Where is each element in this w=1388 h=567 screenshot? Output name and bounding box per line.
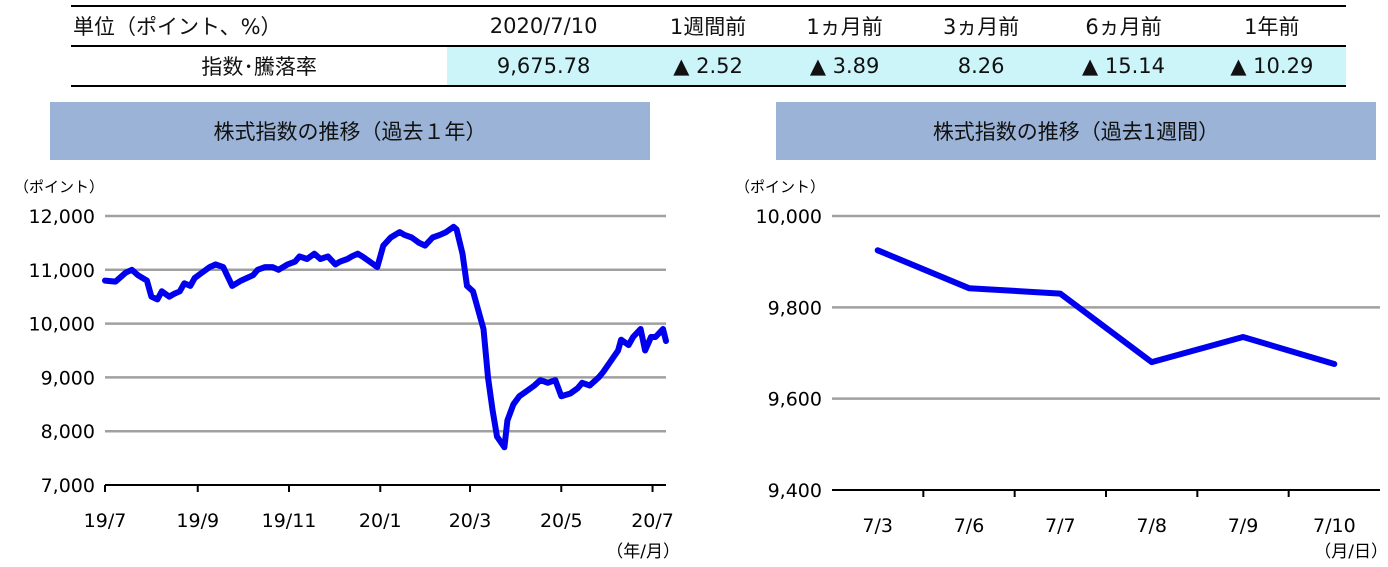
index-value: 9,675.78 (447, 46, 640, 87)
date-header: 2020/7/10 (447, 5, 640, 47)
unit-header: 単位（ポイント、%） (71, 5, 448, 47)
x-tick-label: 20/5 (540, 510, 583, 532)
six-month-change: ▲ 15.14 (1049, 46, 1198, 87)
y-tick-label: 9,600 (768, 389, 822, 411)
x-unit-label: （年/月） (606, 542, 680, 562)
week-header: 1週間前 (639, 5, 777, 47)
x-tick-label: 7/10 (1313, 515, 1356, 537)
x-tick-label: 7/8 (1136, 515, 1167, 537)
week-change: ▲ 2.52 (639, 46, 777, 87)
month-change: ▲ 3.89 (776, 46, 913, 87)
y-tick-label: 11,000 (29, 260, 95, 282)
y-tick-label: 10,000 (756, 206, 822, 228)
series-line (102, 223, 669, 451)
three-month-header: 3ヵ月前 (912, 5, 1050, 47)
x-tick-label: 19/7 (84, 510, 127, 532)
x-unit-label: （月/日） (1314, 542, 1388, 562)
six-month-header: 6ヵ月前 (1049, 5, 1198, 47)
month-header: 1ヵ月前 (776, 5, 913, 47)
y-tick-label: 9,400 (768, 480, 822, 502)
chart-1year: （ポイント） （年/月） 12,000 11,000 10,000 9,000 8,00… (14, 178, 680, 562)
chart-title-1week: 株式指数の推移（過去1週間） (776, 102, 1376, 160)
summary-value-row: 指数･騰落率 9,675.78 ▲ 2.52 ▲ 3.89 8.26 ▲ 15.… (71, 46, 1346, 87)
series-line (874, 247, 1338, 367)
x-tick-label: 20/7 (631, 510, 674, 532)
x-tick-label: 7/3 (862, 515, 893, 537)
summary-table: 単位（ポイント、%） 2020/7/10 1週間前 1ヵ月前 3ヵ月前 6ヵ月前… (71, 5, 1346, 87)
chart-1week: （ポイント） （月/日） 10,000 9,800 9,600 9,400 7/3 7/6… (735, 178, 1388, 562)
x-tick-label: 19/9 (176, 510, 219, 532)
y-unit-label: （ポイント） (14, 178, 104, 196)
y-tick-label: 9,000 (41, 367, 95, 389)
year-change: ▲ 10.29 (1197, 46, 1346, 87)
x-tick-label: 7/7 (1045, 515, 1076, 537)
x-tick-label: 20/1 (359, 510, 402, 532)
x-tick-label: 7/6 (954, 515, 985, 537)
y-unit-label: （ポイント） (735, 178, 825, 196)
x-tick-label: 20/3 (449, 510, 492, 532)
y-tick-label: 12,000 (29, 206, 95, 228)
y-tick-label: 7,000 (41, 475, 95, 497)
row-label: 指数･騰落率 (71, 46, 448, 87)
x-tick-label: 19/11 (262, 510, 317, 532)
y-tick-label: 10,000 (29, 314, 95, 336)
three-month-change: 8.26 (912, 46, 1050, 87)
y-tick-label: 8,000 (41, 421, 95, 443)
y-tick-label: 9,800 (768, 297, 822, 319)
year-header: 1年前 (1197, 5, 1346, 47)
summary-header-row: 単位（ポイント、%） 2020/7/10 1週間前 1ヵ月前 3ヵ月前 6ヵ月前… (71, 5, 1346, 47)
chart-title-1year: 株式指数の推移（過去１年） (50, 102, 650, 160)
x-tick-label: 7/9 (1228, 515, 1259, 537)
